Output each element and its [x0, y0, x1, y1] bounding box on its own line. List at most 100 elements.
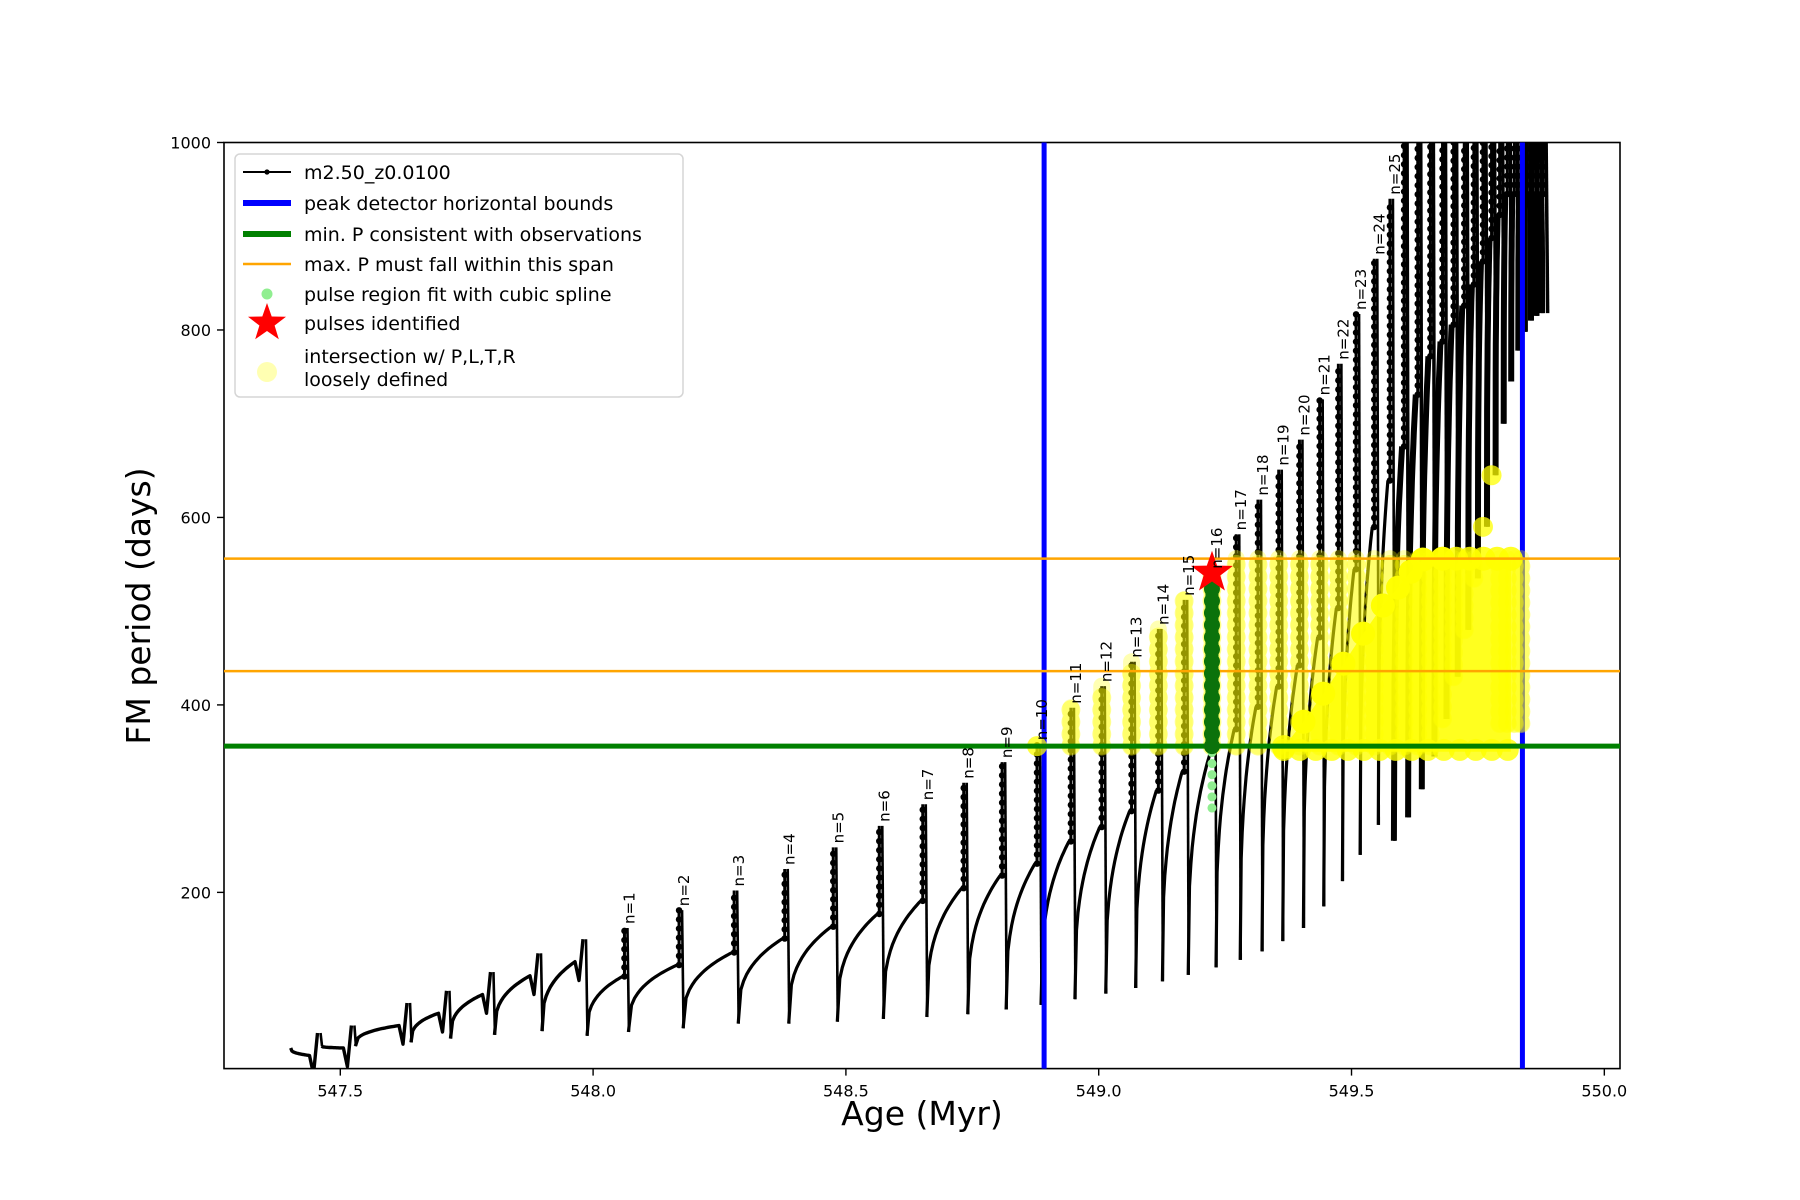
cycle-arc [1301, 636, 1320, 929]
legend-item-bounds: peak detector horizontal bounds [243, 193, 613, 215]
spline-swatch [261, 288, 273, 300]
cycle-arc [540, 939, 585, 1032]
pulse-label: n=15 [1180, 555, 1198, 596]
pulse-label: n=20 [1295, 394, 1313, 435]
cycle-arc [1527, 193, 1534, 321]
cycle-arc [1443, 324, 1455, 720]
cycle-arc [1492, 214, 1501, 476]
pulse-label: n=25 [1386, 154, 1404, 195]
x-tick-label: 549.5 [1329, 1082, 1375, 1101]
cycle-arc [1281, 665, 1299, 942]
intersection-wedge [1271, 546, 1523, 761]
identified-pulse [1191, 550, 1233, 591]
legend: m2.50_z0.0100 peak detector horizontal b… [234, 153, 684, 398]
cycle-arc [1454, 305, 1466, 677]
cycle-arc [1465, 284, 1475, 630]
cycle-arc [1004, 862, 1037, 1010]
pulse-label: n=9 [998, 726, 1016, 758]
legend-label-minp: min. P consistent with observations [304, 224, 642, 246]
cycle-arc [1515, 194, 1522, 351]
pulse-label: n=18 [1254, 454, 1272, 495]
pulse-label: n=21 [1316, 354, 1334, 395]
wedge-bump [1311, 681, 1336, 706]
cycle-arc [1500, 194, 1509, 424]
cycle-arc [1214, 728, 1236, 968]
pulse-label: n=7 [919, 769, 937, 801]
pulse-label: n=19 [1275, 424, 1293, 465]
x-tick-label: 548.5 [823, 1082, 869, 1101]
cycle-arc [289, 1032, 320, 1069]
cycle-arc [1484, 238, 1493, 527]
pulse-drop [626, 927, 631, 1033]
wedge-bump [1351, 621, 1376, 646]
pulse-label: n=14 [1154, 584, 1172, 625]
x-tick-label: 550.0 [1581, 1082, 1627, 1101]
legend-label-spline: pulse region fit with cubic spline [304, 284, 612, 306]
legend-item-series: m2.50_z0.0100 [243, 162, 451, 184]
pulse-label: n=24 [1370, 214, 1388, 255]
y-tick-label: 1000 [170, 134, 211, 153]
pulse-label: n=11 [1067, 663, 1085, 704]
pulse-label: n=17 [1232, 489, 1250, 530]
legend-item-pulses: pulses identified [248, 303, 460, 340]
cycle-arc [1160, 771, 1184, 982]
cycle-arc [787, 925, 833, 1024]
legend-label-pulses: pulses identified [304, 313, 460, 335]
pulse-drop [1544, 142, 1550, 314]
star-swatch [248, 303, 286, 340]
cycle-arc [1260, 686, 1279, 952]
legend-label-intersection-line2: loosely defined [304, 369, 448, 391]
pulse-label: n=12 [1098, 641, 1116, 682]
series-marker-swatch [264, 169, 270, 175]
cycle-arc [409, 990, 449, 1043]
x-tick-label: 548.0 [570, 1082, 616, 1101]
pulse-label: n=3 [730, 855, 748, 887]
legend-label-intersection-line1: intersection w/ P,L,T,R [304, 346, 516, 368]
y-tick-label: 400 [180, 696, 211, 715]
y-tick-label: 200 [180, 883, 211, 902]
cycle-arc [925, 887, 963, 1018]
cycle-arc [1073, 826, 1102, 1000]
cycle-arc [736, 937, 784, 1024]
max-p-span-lines [224, 557, 1620, 673]
pulse-drop [680, 910, 685, 1029]
x-tick-label: 547.5 [317, 1082, 363, 1101]
intersection-dot [1472, 516, 1493, 537]
cycle-arc [1104, 810, 1132, 994]
pulse-label: n=4 [781, 833, 799, 865]
pulse-labels: n=1 n=2 n=3 n=4 n=5 n=6 n=7 n=8 n=9 n=10 n=11 n=12 n… [620, 154, 1403, 924]
legend-item-spline: pulse region fit with cubic spline [261, 284, 612, 306]
legend-item-maxp: max. P must fall within this span [243, 254, 614, 276]
legend-label-series: m2.50_z0.0100 [304, 162, 451, 184]
cycle-arc [1238, 706, 1258, 960]
cycle-arc [835, 912, 879, 1022]
peak-detector-bounds [1041, 142, 1525, 1069]
cycle-arc [585, 975, 624, 1036]
pulse-drop [319, 1032, 324, 1047]
wedge-bump [1291, 709, 1316, 734]
cycle-arc [966, 874, 1002, 1015]
pulse-label: n=5 [829, 812, 847, 844]
cycle-arc [1538, 193, 1546, 314]
cycle-arc [448, 971, 493, 1039]
wedge-bump [1496, 738, 1519, 761]
wedge-bump [1370, 593, 1395, 618]
legend-item-minp: min. P consistent with observations [243, 224, 642, 246]
cycle-arc [492, 953, 540, 1036]
pulse-label: n=6 [875, 790, 893, 822]
cycle-arc [1431, 341, 1444, 757]
legend-item-intersection: intersection w/ P,L,T,R loosely defined [257, 346, 516, 391]
pulse-label: n=10 [1033, 699, 1051, 740]
cycle-arc [353, 1002, 409, 1047]
pulse-label: n=13 [1128, 617, 1146, 658]
pulse-label: n=1 [620, 892, 638, 924]
y-axis-title: FM period (days) [119, 467, 158, 744]
pulse-label: n=16 [1208, 528, 1226, 569]
intersection-dot [1481, 465, 1502, 486]
pulse-label: n=8 [960, 747, 978, 779]
pulse-label: n=23 [1352, 269, 1370, 310]
legend-box [234, 153, 684, 398]
x-tick-label: 549.0 [1076, 1082, 1122, 1101]
